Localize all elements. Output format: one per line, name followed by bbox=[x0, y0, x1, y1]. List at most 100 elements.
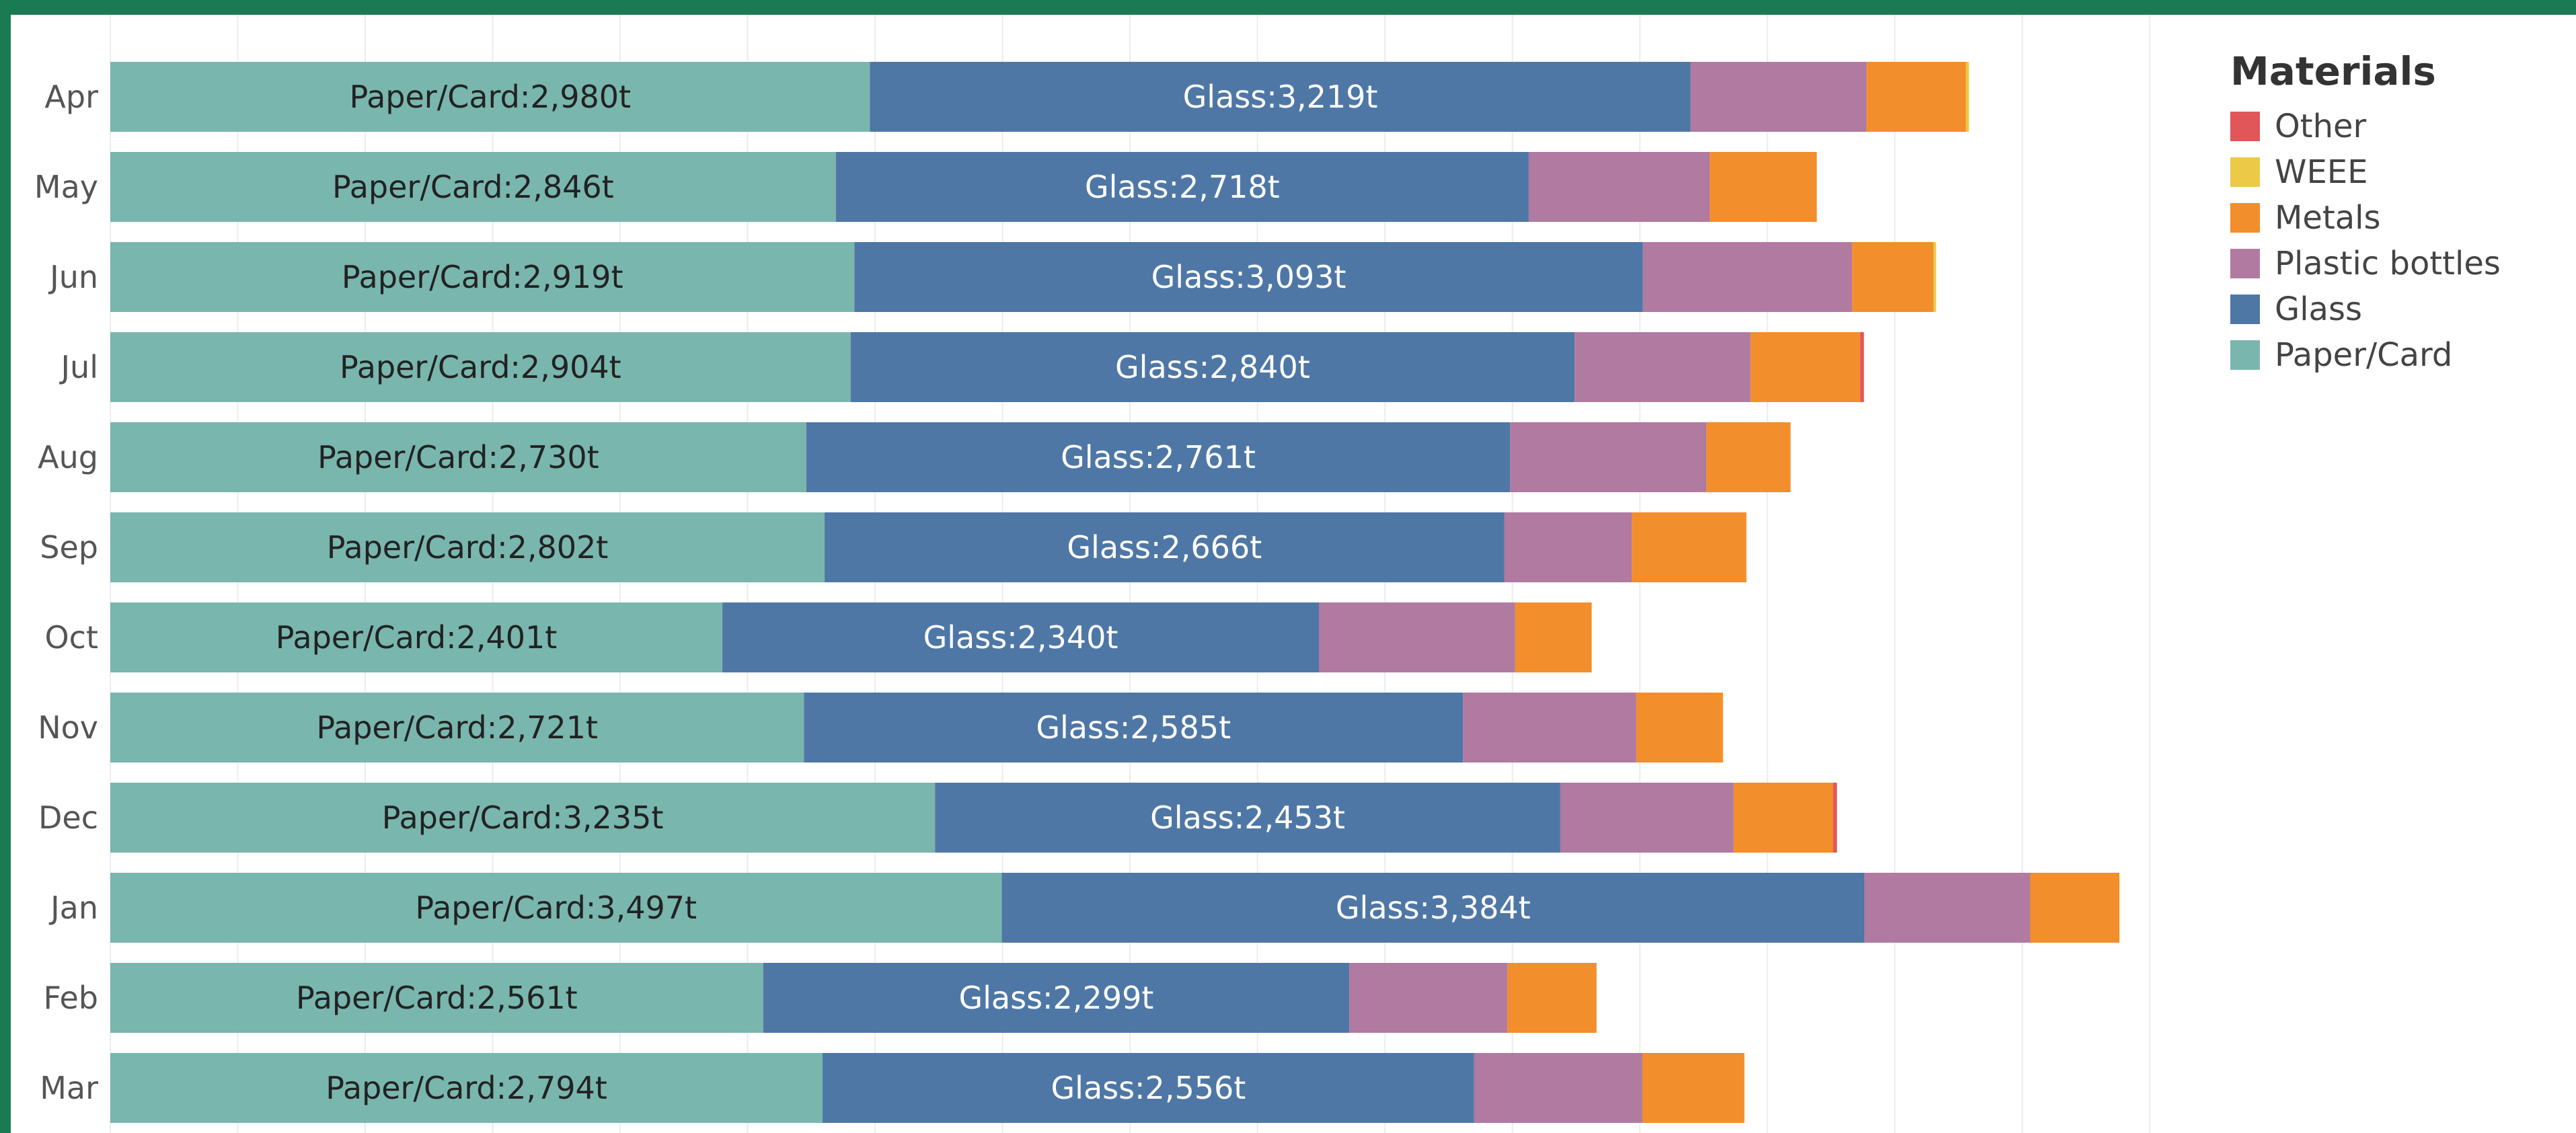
bar-segment bbox=[825, 512, 1505, 582]
data-label: Paper/Card:2,846t bbox=[332, 169, 614, 205]
category-label: Nov bbox=[38, 709, 98, 746]
data-label: Glass:2,840t bbox=[1115, 349, 1310, 385]
category-label: Jun bbox=[48, 259, 98, 295]
bar-segment bbox=[722, 602, 1319, 672]
bar-segment bbox=[1933, 242, 1936, 312]
category-label: Mar bbox=[40, 1070, 98, 1106]
legend-swatch bbox=[2230, 112, 2260, 141]
bar-segment bbox=[1001, 873, 1865, 943]
bar-segment bbox=[1575, 332, 1751, 402]
legend-swatch bbox=[2230, 249, 2260, 278]
category-label: Aug bbox=[38, 439, 98, 475]
bar-segment bbox=[1642, 1053, 1745, 1123]
category-label: Feb bbox=[44, 980, 98, 1016]
data-label: Glass:3,093t bbox=[1151, 259, 1347, 295]
legend-swatch bbox=[2230, 340, 2260, 370]
legend-item[interactable]: Metals bbox=[2230, 195, 2501, 241]
bar-segment bbox=[1507, 963, 1597, 1033]
bar-segment bbox=[935, 783, 1560, 853]
bar-segment bbox=[110, 963, 763, 1033]
bars bbox=[110, 62, 2120, 1123]
data-label: Glass:2,585t bbox=[1036, 709, 1231, 746]
bar-segment bbox=[870, 62, 1691, 132]
data-label: Paper/Card:2,919t bbox=[342, 259, 623, 295]
stacked-bar-chart: Paper/Card:2,980t Glass:3,219t Paper/Card:… bbox=[34, 15, 2151, 1133]
bar-segment bbox=[1860, 332, 1864, 402]
bar-segment bbox=[110, 422, 806, 492]
data-label: Paper/Card:2,401t bbox=[276, 619, 558, 656]
legend-swatch bbox=[2230, 203, 2260, 233]
bar-segment bbox=[823, 1053, 1474, 1123]
data-label: Paper/Card:2,904t bbox=[340, 349, 621, 385]
legend-item[interactable]: Plastic bottles bbox=[2230, 241, 2501, 286]
category-label: Sep bbox=[40, 529, 98, 565]
bar-segment bbox=[835, 152, 1529, 222]
legend-item[interactable]: Paper/Card bbox=[2230, 332, 2501, 378]
data-label: Paper/Card:2,980t bbox=[349, 79, 631, 115]
category-labels: Apr May Jun Jul Aug Sep Oct Nov Dec Jan Feb Mar bbox=[34, 79, 98, 1106]
legend-label: Glass bbox=[2275, 290, 2362, 328]
bar-segment bbox=[110, 152, 836, 222]
legend-swatch bbox=[2230, 157, 2260, 187]
bar-segment bbox=[1864, 873, 2031, 943]
bar-labels: Paper/Card:2,980t Glass:3,219t Paper/Card:… bbox=[276, 79, 1531, 1106]
legend-label: WEEE bbox=[2275, 153, 2368, 191]
data-label: Glass:3,384t bbox=[1336, 890, 1531, 926]
category-label: Oct bbox=[44, 619, 98, 656]
bar-segment bbox=[763, 963, 1350, 1033]
bar-segment bbox=[1852, 242, 1934, 312]
legend-item[interactable]: Other bbox=[2230, 104, 2501, 149]
bar-segment bbox=[1632, 512, 1747, 582]
legend-title: Materials bbox=[2230, 48, 2436, 94]
category-label: May bbox=[34, 169, 98, 205]
bar-segment bbox=[1463, 693, 1636, 763]
data-label: Paper/Card:2,730t bbox=[317, 439, 599, 475]
bar-segment bbox=[850, 332, 1575, 402]
bar-segment bbox=[1318, 602, 1515, 672]
legend-item[interactable]: WEEE bbox=[2230, 149, 2501, 195]
bar-segment bbox=[110, 693, 804, 763]
bar-segment bbox=[1866, 62, 1966, 132]
legend-item[interactable]: Glass bbox=[2230, 286, 2501, 332]
data-label: Glass:2,299t bbox=[959, 980, 1154, 1016]
data-label: Paper/Card:3,235t bbox=[382, 799, 664, 836]
category-label: Apr bbox=[44, 79, 98, 115]
category-label: Dec bbox=[38, 799, 98, 836]
bar-segment bbox=[110, 332, 851, 402]
legend-label: Other bbox=[2275, 108, 2367, 145]
bar-segment bbox=[804, 693, 1464, 763]
legend-items: Other WEEE Metals Plastic bottles Glass Paper… bbox=[2230, 104, 2501, 378]
bar-segment bbox=[1706, 422, 1791, 492]
bar-segment bbox=[110, 512, 825, 582]
data-label: Paper/Card:2,802t bbox=[327, 529, 609, 565]
bar-segment bbox=[1690, 62, 1867, 132]
bar-segment bbox=[1528, 152, 1710, 222]
data-label: Paper/Card:2,721t bbox=[316, 709, 598, 746]
bar-segment bbox=[854, 242, 1643, 312]
data-label: Glass:2,666t bbox=[1067, 529, 1262, 565]
bar-segment bbox=[110, 873, 1002, 943]
chart-frame: Paper/Card:2,980t Glass:3,219t Paper/Card:… bbox=[11, 15, 2576, 1133]
bar-segment bbox=[110, 602, 723, 672]
data-label: Glass:2,761t bbox=[1061, 439, 1256, 475]
bar-segment bbox=[110, 783, 936, 853]
legend-label: Metals bbox=[2275, 199, 2381, 237]
data-label: Paper/Card:2,794t bbox=[326, 1070, 607, 1106]
bar-segment bbox=[1642, 242, 1852, 312]
bar-segment bbox=[1510, 422, 1707, 492]
bar-segment bbox=[1560, 783, 1734, 853]
bar-segment bbox=[1833, 783, 1838, 853]
data-label: Glass:3,219t bbox=[1183, 79, 1378, 115]
category-label: Jan bbox=[48, 890, 98, 926]
bar-segment bbox=[1349, 963, 1508, 1033]
legend: Materials Other WEEE Metals Plastic bottles… bbox=[2230, 48, 2501, 378]
data-label: Glass:2,718t bbox=[1085, 169, 1280, 205]
bar-segment bbox=[1504, 512, 1632, 582]
legend-label: Plastic bottles bbox=[2275, 245, 2501, 282]
data-label: Paper/Card:2,561t bbox=[296, 980, 578, 1016]
bar-segment bbox=[110, 1053, 823, 1123]
data-label: Glass:2,453t bbox=[1150, 799, 1345, 836]
category-label: Jul bbox=[59, 349, 98, 385]
data-label: Glass:2,340t bbox=[923, 619, 1119, 656]
bar-segment bbox=[1710, 152, 1817, 222]
